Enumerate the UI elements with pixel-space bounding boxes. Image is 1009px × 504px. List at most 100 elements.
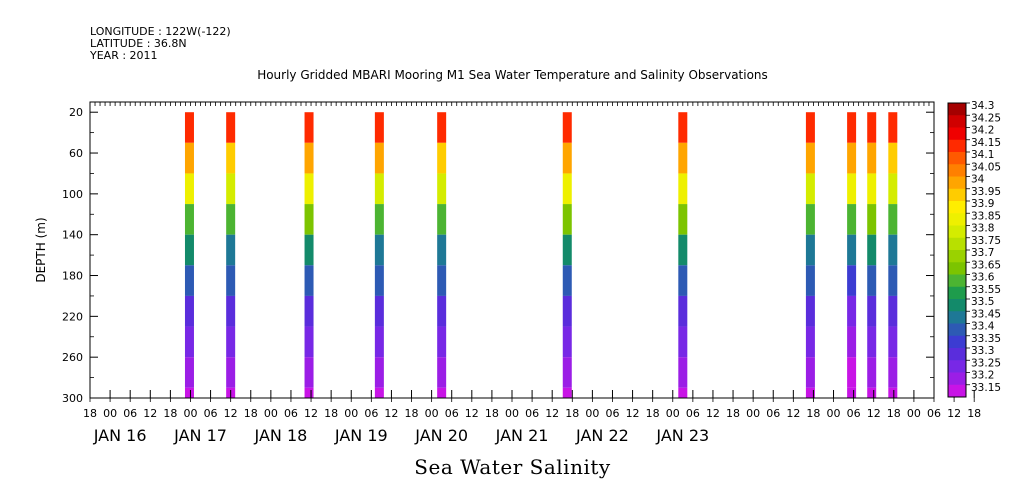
- data-cell: [562, 357, 572, 388]
- data-cell: [184, 234, 194, 266]
- x-tick-label: 06: [204, 407, 218, 420]
- data-cell: [867, 173, 877, 205]
- data-cell: [805, 234, 815, 266]
- x-tick-label: 12: [384, 407, 398, 420]
- data-cell: [678, 173, 688, 205]
- x-tick-label: 18: [83, 407, 97, 420]
- data-cell: [867, 204, 877, 235]
- data-cell: [184, 265, 194, 296]
- data-cell: [867, 326, 877, 358]
- colorbar-label: 33.85: [971, 210, 1001, 222]
- colorbar-swatch: [948, 176, 966, 190]
- data-cell: [888, 295, 898, 327]
- data-cell: [888, 173, 898, 205]
- data-cell: [184, 295, 194, 327]
- x-tick-label: 12: [786, 407, 800, 420]
- x-tick-label: 18: [806, 407, 820, 420]
- y-tick-label: 260: [62, 351, 83, 364]
- data-cell: [304, 326, 314, 358]
- colorbar-swatch: [948, 274, 966, 288]
- chart-title: Hourly Gridded MBARI Mooring M1 Sea Wate…: [257, 68, 768, 82]
- data-cell: [847, 142, 857, 174]
- x-tick-label: 12: [867, 407, 881, 420]
- colorbar-label: 34.15: [971, 137, 1001, 149]
- data-cell: [867, 234, 877, 266]
- data-cell: [847, 234, 857, 266]
- data-cell: [437, 142, 447, 174]
- x-tick-label: 12: [224, 407, 238, 420]
- colorbar-swatch: [948, 127, 966, 141]
- data-cell: [437, 387, 447, 398]
- colorbar-label: 34.1: [971, 149, 994, 161]
- data-cell: [184, 142, 194, 174]
- x-tick-label: 06: [123, 407, 137, 420]
- colorbar-label: 33.7: [971, 247, 994, 259]
- x-tick-label: 00: [264, 407, 278, 420]
- colorbar-label: 33.55: [971, 284, 1001, 296]
- colorbar-label: 33.6: [971, 272, 995, 284]
- colorbar-label: 33.25: [971, 357, 1001, 369]
- data-cell: [184, 357, 194, 388]
- colorbar-swatch: [948, 360, 966, 373]
- x-tick-label: 12: [545, 407, 559, 420]
- y-tick-label: 100: [62, 188, 83, 201]
- colorbar-label: 33.75: [971, 235, 1001, 247]
- data-cell: [374, 357, 384, 388]
- data-cell: [678, 204, 688, 235]
- data-cell: [562, 234, 572, 266]
- data-cell: [304, 112, 314, 143]
- colorbar-label: 33.65: [971, 259, 1001, 271]
- x-date-label: JAN 16: [93, 426, 147, 445]
- latitude-label: LATITUDE : 36.8N: [90, 37, 187, 50]
- colorbar-swatch: [948, 201, 966, 214]
- x-tick-label: 06: [686, 407, 700, 420]
- y-axis-label: DEPTH (m): [34, 217, 48, 282]
- colorbar-swatch: [948, 299, 966, 312]
- data-cell: [304, 295, 314, 327]
- data-cell: [888, 142, 898, 174]
- colorbar-label: 34.2: [971, 125, 994, 137]
- data-cell: [184, 326, 194, 358]
- data-cell: [374, 326, 384, 358]
- x-tick-label: 18: [565, 407, 579, 420]
- data-cell: [184, 387, 194, 398]
- data-cell: [805, 357, 815, 388]
- x-tick-label: 06: [364, 407, 378, 420]
- variable-title: Sea Water Salinity: [414, 455, 611, 479]
- x-tick-label: 12: [143, 407, 157, 420]
- colorbar-swatch: [948, 225, 966, 239]
- x-date-label: JAN 17: [173, 426, 227, 445]
- x-tick-label: 06: [525, 407, 539, 420]
- colorbar-swatch: [948, 103, 966, 116]
- x-tick-label: 12: [304, 407, 318, 420]
- data-cell: [867, 387, 877, 398]
- data-cell: [562, 112, 572, 143]
- data-cell: [867, 295, 877, 327]
- data-cell: [226, 173, 236, 205]
- x-tick-label: 00: [425, 407, 439, 420]
- data-cell: [226, 357, 236, 388]
- data-cell: [562, 142, 572, 174]
- colorbar-swatch: [948, 372, 966, 386]
- data-cell: [805, 204, 815, 235]
- data-cell: [805, 142, 815, 174]
- colorbar-frame: [947, 102, 967, 398]
- data-cell: [437, 234, 447, 266]
- x-tick-label: 18: [485, 407, 499, 420]
- x-date-label: JAN 19: [334, 426, 388, 445]
- data-cell: [226, 204, 236, 235]
- data-cell: [888, 357, 898, 388]
- x-tick-label: 00: [746, 407, 760, 420]
- x-tick-label: 18: [244, 407, 258, 420]
- data-cell: [678, 295, 688, 327]
- x-date-label: JAN 21: [495, 426, 549, 445]
- x-date-label: JAN 20: [414, 426, 468, 445]
- data-cell: [867, 265, 877, 296]
- data-cell: [374, 112, 384, 143]
- data-cell: [562, 387, 572, 398]
- colorbar-label: 33.3: [971, 345, 994, 357]
- x-tick-label: 12: [706, 407, 720, 420]
- x-tick-label: 00: [505, 407, 519, 420]
- data-cell: [304, 357, 314, 388]
- data-cell: [847, 326, 857, 358]
